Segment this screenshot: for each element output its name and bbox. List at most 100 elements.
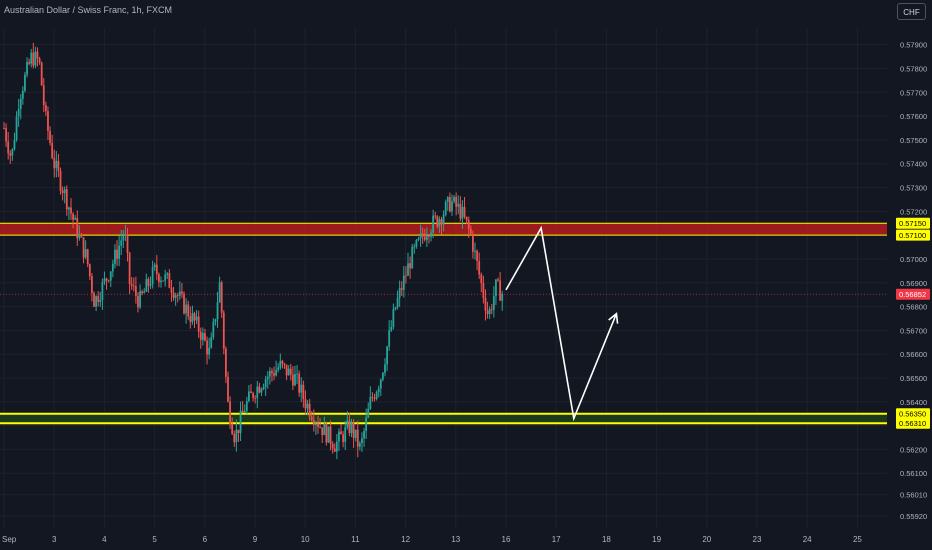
candle-body [11,149,14,156]
candle-body [338,431,340,442]
candle-body [51,142,54,158]
y-tick-label: 0.57200 [900,207,927,216]
candle-body [47,111,49,131]
candle-body [70,207,72,214]
candle-body [84,249,87,258]
candle-body [262,387,265,390]
candle-body [488,309,491,315]
candle-body [377,388,380,393]
y-tick-label: 0.57600 [900,112,927,121]
candle-body [206,340,208,355]
candle-body [38,58,41,63]
candle-body [308,403,311,417]
candle-body [178,291,181,296]
candle-body [185,304,188,314]
candle-body [294,374,296,386]
candle-body [425,236,428,240]
x-tick-label: 17 [552,535,561,544]
candle-body [287,368,290,376]
candle-body [116,249,118,259]
candle-body [350,422,353,434]
candle-body [386,346,388,365]
candle-body [329,426,332,444]
candle-body [455,196,458,207]
candle-body [442,214,445,225]
y-tick-label: 0.57500 [900,136,927,145]
candle-body [222,312,225,349]
candle-body [208,347,211,355]
y-tick-label: 0.56100 [900,469,927,478]
x-tick-label: 23 [753,535,762,544]
candle-body [204,333,206,341]
candle-body [335,441,338,452]
candle-body [53,157,56,169]
candle-body [409,263,412,269]
support-zone [0,413,887,424]
candle-body [327,426,330,443]
candle-body [252,393,255,398]
candle-body [474,250,476,252]
candle-body [139,291,141,308]
candle-body [371,396,374,398]
candle-body [99,299,102,302]
candle-body [72,213,74,220]
candle-body [392,309,395,327]
candle-body [34,51,37,66]
candle-body [153,264,156,268]
x-tick-label: 6 [203,535,208,544]
candle-body [181,291,183,294]
candle-body [369,396,372,409]
candle-body [132,285,135,287]
x-tick-label: 25 [853,535,862,544]
candle-body [128,252,131,285]
x-tick-label: 18 [602,535,611,544]
candle-body [361,438,363,444]
candle-body [411,246,414,269]
candle-body [254,397,257,399]
candle-body [243,410,246,413]
candle-body [419,233,422,239]
candle-body [13,139,16,150]
candle-body [24,74,26,91]
candle-body [277,367,280,370]
y-tick-label: 0.57700 [900,88,927,97]
candle-body [323,423,326,436]
candle-body [264,379,267,388]
candle-body [19,98,22,109]
candle-body [331,443,334,449]
currency-button[interactable]: CHF [897,3,926,20]
candle-body [130,284,133,286]
candle-body [501,294,504,301]
candle-body [304,399,307,409]
candle-body [235,429,238,443]
candle-body [340,431,342,435]
candle-body [65,189,68,210]
candle-body [459,203,462,219]
candle-body [168,273,171,288]
candle-body [44,105,47,112]
candle-body [42,85,45,106]
candle-body [3,128,5,129]
candle-body [381,372,384,380]
candle-body [166,273,169,275]
candle-body [289,368,292,375]
candle-body [239,410,242,433]
candle-body [245,400,248,411]
candle-body [76,217,79,239]
candle-body [444,201,447,215]
candle-body [413,246,416,248]
candle-body [352,422,355,438]
y-tick-label: 0.56500 [900,374,927,383]
candle-body [436,216,439,227]
candle-body [164,274,167,281]
y-tick-label: 0.56010 [900,491,927,500]
x-tick-label: 24 [803,535,812,544]
candle-body [258,386,261,393]
candle-body [375,392,378,399]
projection-path [505,225,618,422]
candle-body [463,206,466,217]
candle-body [248,391,250,401]
candle-body [423,236,426,240]
